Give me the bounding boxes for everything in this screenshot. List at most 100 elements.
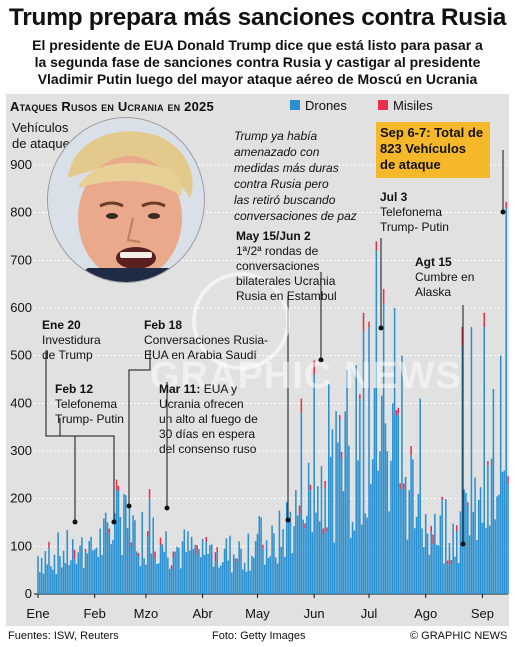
drone-bar	[103, 518, 105, 594]
drone-bar	[417, 493, 420, 594]
drone-bar	[117, 490, 120, 594]
drone-bar	[68, 564, 70, 594]
legend-swatch-drones	[290, 100, 300, 110]
missile-bar	[304, 523, 306, 529]
missile-bar	[313, 360, 315, 375]
drone-bar	[112, 539, 114, 594]
drone-bar	[253, 557, 255, 594]
drone-bar	[114, 513, 116, 594]
drone-bar	[494, 519, 496, 594]
missile-bar	[375, 241, 378, 251]
annotation-text: un alto al fuego de	[159, 412, 258, 426]
drone-bar	[104, 512, 107, 594]
drone-bar	[181, 541, 184, 594]
missile-bar	[84, 549, 87, 552]
missile-bar	[214, 552, 217, 562]
drone-bar	[258, 516, 261, 594]
subheadline: El presidente de EUA Donald Trump dice q…	[6, 37, 509, 88]
drone-bar	[119, 516, 122, 594]
drone-bar	[210, 544, 213, 594]
drone-bar	[231, 572, 233, 594]
y-tick-label: 500	[10, 348, 32, 363]
drone-bar	[406, 539, 409, 594]
drone-bar	[108, 533, 111, 594]
annotation-first-line: Mar 11: EUA y	[159, 382, 258, 397]
drone-bar	[40, 557, 43, 594]
annotation-text: Trump- Putin	[55, 412, 124, 426]
missile-bar	[216, 547, 218, 553]
drone-bar	[209, 545, 211, 594]
drone-bar	[295, 490, 297, 594]
drone-bar	[260, 517, 262, 594]
y-tick-label: 0	[25, 586, 32, 601]
drone-bar	[227, 560, 229, 594]
drone-bar	[415, 516, 418, 594]
drone-bar	[386, 451, 389, 594]
drone-bar	[163, 551, 165, 594]
drone-bar	[139, 566, 142, 594]
annotation-date: May 15/Jun 2	[236, 229, 311, 243]
x-tick-label: May	[245, 606, 270, 621]
missile-bar	[397, 407, 400, 414]
callout-line: 823 Vehículos	[380, 141, 466, 156]
drone-bar	[64, 563, 67, 594]
drone-bar	[84, 551, 87, 594]
drone-bar	[373, 388, 376, 594]
missile-bar	[430, 525, 432, 532]
drone-bar	[335, 411, 337, 594]
drone-bar	[408, 490, 411, 594]
drone-bar	[236, 561, 239, 594]
drone-bar	[360, 524, 363, 594]
missile-bar	[48, 541, 50, 548]
drone-bar	[75, 563, 78, 594]
drone-bar	[223, 548, 226, 594]
x-tick-label: Jul	[361, 606, 378, 621]
drone-bar	[234, 558, 237, 594]
annotation-may15: May 15/Jun 2 1ª/2ª rondas de conversacio…	[236, 229, 337, 304]
missile-bar	[108, 528, 111, 534]
drone-bar	[359, 399, 361, 594]
footer-credit: © GRAPHIC NEWS	[410, 630, 508, 642]
drone-bar	[70, 560, 72, 594]
drone-bar	[90, 536, 92, 594]
y-tick-label: 400	[10, 395, 32, 410]
drone-bar	[242, 569, 244, 594]
drone-bar	[254, 541, 257, 594]
drone-bar	[291, 553, 293, 594]
drone-bar	[207, 553, 209, 594]
missile-bar	[410, 446, 412, 456]
drone-bar	[192, 548, 195, 594]
drone-bar	[159, 545, 162, 594]
drone-bar	[357, 460, 359, 594]
drone-bar	[271, 525, 273, 594]
drone-bar	[42, 573, 45, 594]
subhead-line: la segunda fase de sanciones contra Rusi…	[34, 54, 481, 70]
drone-bar	[328, 384, 330, 594]
drone-bar	[483, 327, 485, 594]
drone-bar	[132, 515, 134, 594]
drone-bar	[174, 551, 176, 594]
drone-bar	[92, 550, 94, 594]
drone-bar	[238, 541, 240, 594]
legend-swatch-missiles	[378, 100, 388, 110]
drone-bar	[392, 403, 394, 594]
drone-bar	[190, 536, 193, 594]
quote-line: Trump ya había	[234, 129, 318, 143]
drone-bar	[134, 520, 136, 594]
drone-bar	[269, 556, 272, 594]
drone-bar	[73, 558, 76, 594]
drone-bar	[470, 327, 473, 594]
drone-bar	[466, 505, 469, 594]
annotation-text: 30 días en espera	[159, 427, 256, 441]
drone-bar	[123, 493, 125, 594]
drone-bar	[490, 458, 493, 594]
drone-bar	[289, 511, 292, 594]
missile-bar	[466, 502, 469, 506]
drone-bar	[379, 451, 381, 594]
annotation-date: Mar 11:	[159, 382, 201, 396]
drone-bar	[311, 532, 314, 594]
drone-bar	[318, 521, 321, 594]
y-tick-label: 900	[10, 157, 32, 172]
x-tick-label: Abr	[192, 606, 213, 621]
drone-bar	[452, 523, 454, 594]
